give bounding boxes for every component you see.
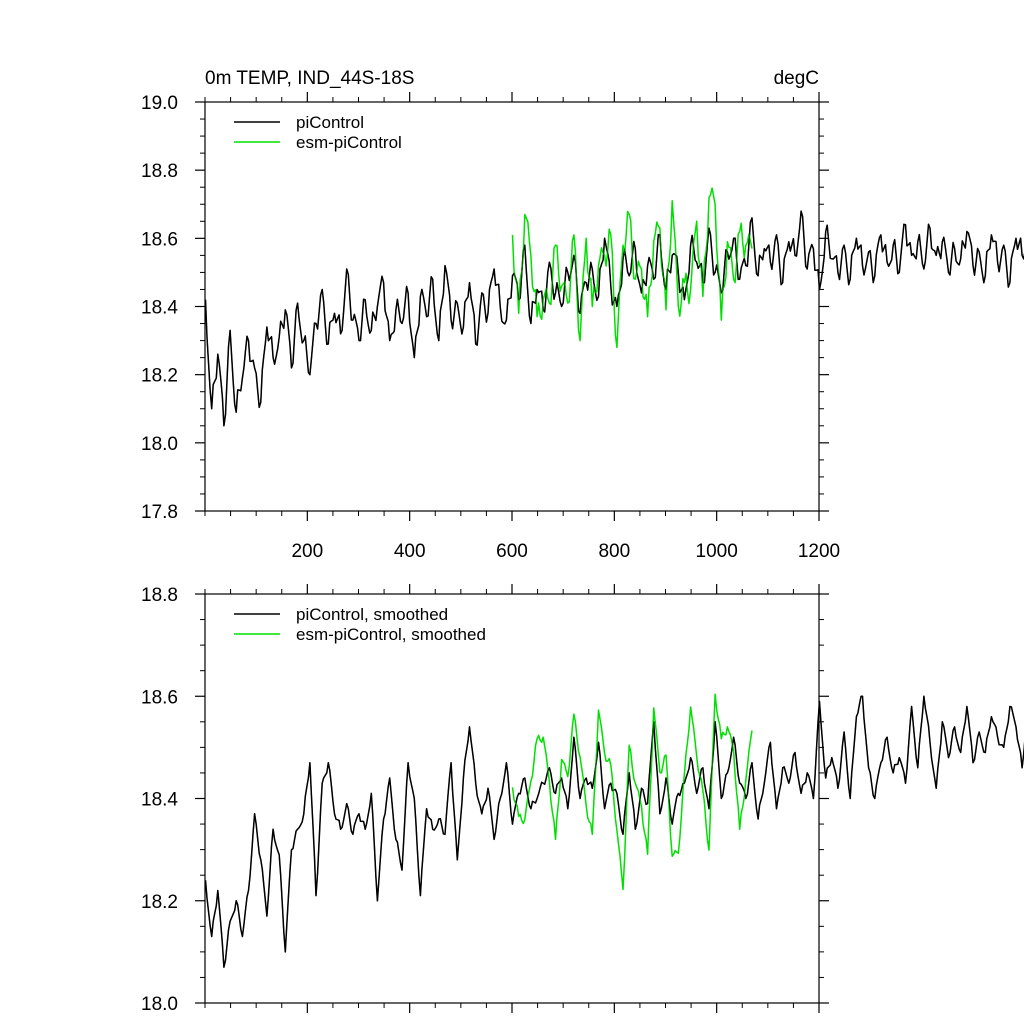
y-tick-label: 19.0: [141, 93, 178, 114]
legend-label-picontrol: piControl: [296, 113, 364, 132]
y-tick-label: 18.8: [141, 585, 178, 606]
legend-label-esm-picontrol: esm-piControl: [296, 133, 402, 152]
x-tick-label: 400: [394, 541, 426, 562]
x-tick-label: 800: [598, 541, 630, 562]
y-tick-label: 18.2: [141, 366, 178, 387]
y-tick-label: 18.8: [141, 161, 178, 182]
chart-title: 0m TEMP, IND_44S-18S: [205, 68, 414, 89]
x-tick-label: 1200: [798, 541, 840, 562]
x-tick-label: 600: [496, 541, 528, 562]
y-tick-label: 17.8: [141, 502, 178, 523]
y-tick-label: 18.4: [141, 298, 178, 319]
y-tick-label: 18.4: [141, 790, 178, 811]
units-label: degC: [774, 68, 819, 89]
y-tick-label: 18.0: [141, 994, 178, 1015]
y-tick-label: 18.2: [141, 892, 178, 913]
y-tick-label: 18.6: [141, 687, 178, 708]
y-tick-label: 18.0: [141, 434, 178, 455]
x-tick-label: 1000: [696, 541, 738, 562]
legend-label-esm-picontrol-smoothed: esm-piControl, smoothed: [296, 625, 486, 644]
legend-label-picontrol-smoothed: piControl, smoothed: [296, 605, 448, 624]
x-tick-label: 200: [291, 541, 323, 562]
y-tick-label: 18.6: [141, 229, 178, 250]
